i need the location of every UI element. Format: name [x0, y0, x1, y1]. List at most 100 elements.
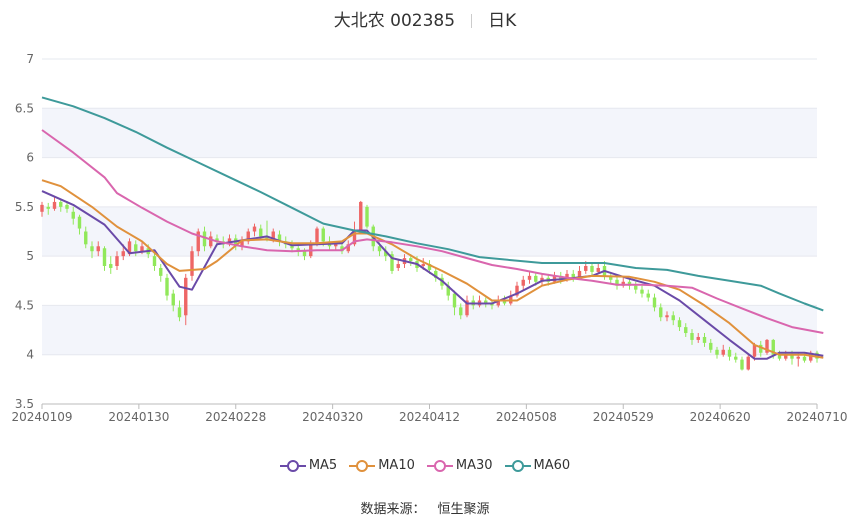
candle-body [271, 231, 275, 239]
x-tick-label: 20240130 [108, 410, 169, 424]
candle-body [352, 231, 357, 245]
candle-body [96, 246, 100, 252]
candle-body [90, 246, 94, 252]
candle-body [452, 293, 457, 308]
candle-body [421, 264, 425, 266]
candle [652, 293, 657, 312]
candle-body [802, 356, 807, 361]
candle-body [646, 293, 650, 298]
legend-label: MA10 [378, 458, 415, 473]
candle-body [727, 349, 732, 357]
candle-body [746, 356, 750, 370]
candle [59, 198, 63, 212]
candle-body [734, 356, 738, 360]
candle [465, 295, 469, 318]
candle [52, 197, 57, 211]
candle [746, 354, 750, 371]
candle [102, 246, 107, 271]
candle-body [765, 339, 769, 353]
candle-body [165, 277, 169, 296]
legend-item-ma10[interactable]: MA10 [349, 458, 415, 473]
y-tick-label: 4.5 [15, 298, 34, 312]
candle-body [296, 248, 300, 252]
candle-body [134, 244, 138, 252]
candle [46, 202, 50, 215]
candle-body [609, 275, 613, 280]
candle [665, 311, 669, 322]
candle-body [677, 320, 682, 328]
legend: MA5 MA10 MA30 MA60 [0, 458, 850, 473]
candle-body [171, 293, 175, 306]
chart-title-period: 日K [488, 11, 517, 31]
legend-marker-icon [279, 459, 306, 472]
x-tick-label: 20240508 [496, 410, 557, 424]
candle-body [534, 275, 538, 282]
x-axis: 20240109 20240130 20240228 20240320 20240412… [11, 403, 848, 424]
candle [515, 281, 519, 298]
legend-item-ma5[interactable]: MA5 [279, 458, 338, 473]
candle-body [152, 256, 157, 266]
candle-body [121, 251, 125, 257]
candle-body [721, 349, 725, 355]
y-tick-label: 7 [26, 52, 34, 66]
candle [702, 333, 707, 347]
candle-body [84, 231, 88, 245]
candle [590, 262, 594, 276]
candle [615, 275, 619, 290]
candle-body [740, 359, 744, 370]
y-axis: 7 6.5 6 5.5 5 4.5 4 3.5 [15, 52, 34, 411]
candle-body [427, 264, 432, 270]
candle-body [334, 244, 338, 247]
candle-body [302, 251, 307, 257]
candle [196, 228, 200, 257]
candle [359, 200, 363, 235]
candle [240, 236, 244, 251]
x-tick-label: 20240620 [690, 410, 751, 424]
candle [509, 290, 513, 306]
candle-body [159, 267, 163, 276]
candle-body [365, 206, 369, 227]
candle [152, 251, 157, 271]
legend-item-ma60[interactable]: MA60 [504, 458, 570, 473]
candle [446, 281, 450, 301]
candle [709, 338, 713, 353]
candle [671, 311, 675, 326]
legend-label: MA5 [308, 458, 338, 473]
candle-body [752, 344, 757, 357]
candle [659, 303, 663, 322]
candle [527, 271, 532, 284]
y-tick-label: 6.5 [15, 101, 34, 115]
candle [277, 230, 282, 247]
candle-body [65, 204, 69, 209]
data-source-value: 恒生聚源 [437, 502, 490, 517]
candlestick-chart: 7 6.5 6 5.5 5 4.5 4 3.5 20240109 20240130 2024022… [11, 52, 848, 424]
candle-body [465, 300, 469, 316]
candle [77, 214, 82, 235]
candle-body [446, 285, 450, 296]
candle [521, 275, 525, 290]
candle [90, 241, 94, 259]
candle-body [715, 349, 719, 355]
ma-line-ma5 [41, 190, 824, 360]
candle-body [184, 277, 188, 316]
candle [759, 340, 763, 357]
x-tick-label: 20240228 [205, 410, 266, 424]
candle [365, 204, 369, 229]
candle-body [384, 251, 388, 257]
legend-item-ma30[interactable]: MA30 [426, 458, 493, 473]
candle-body [759, 344, 763, 353]
candle-body [515, 285, 519, 296]
candle-body [202, 231, 207, 247]
candle-body [127, 241, 132, 255]
candle-body [102, 248, 107, 266]
candle-body [115, 256, 119, 266]
candle-body [77, 216, 82, 229]
ma-line-ma30 [41, 129, 824, 334]
candle-body [71, 211, 75, 219]
candle-body [359, 201, 363, 232]
candle [715, 346, 719, 359]
candle-body [696, 336, 700, 340]
candle-body [584, 266, 588, 271]
candle [459, 303, 463, 320]
candle-body [190, 251, 194, 276]
